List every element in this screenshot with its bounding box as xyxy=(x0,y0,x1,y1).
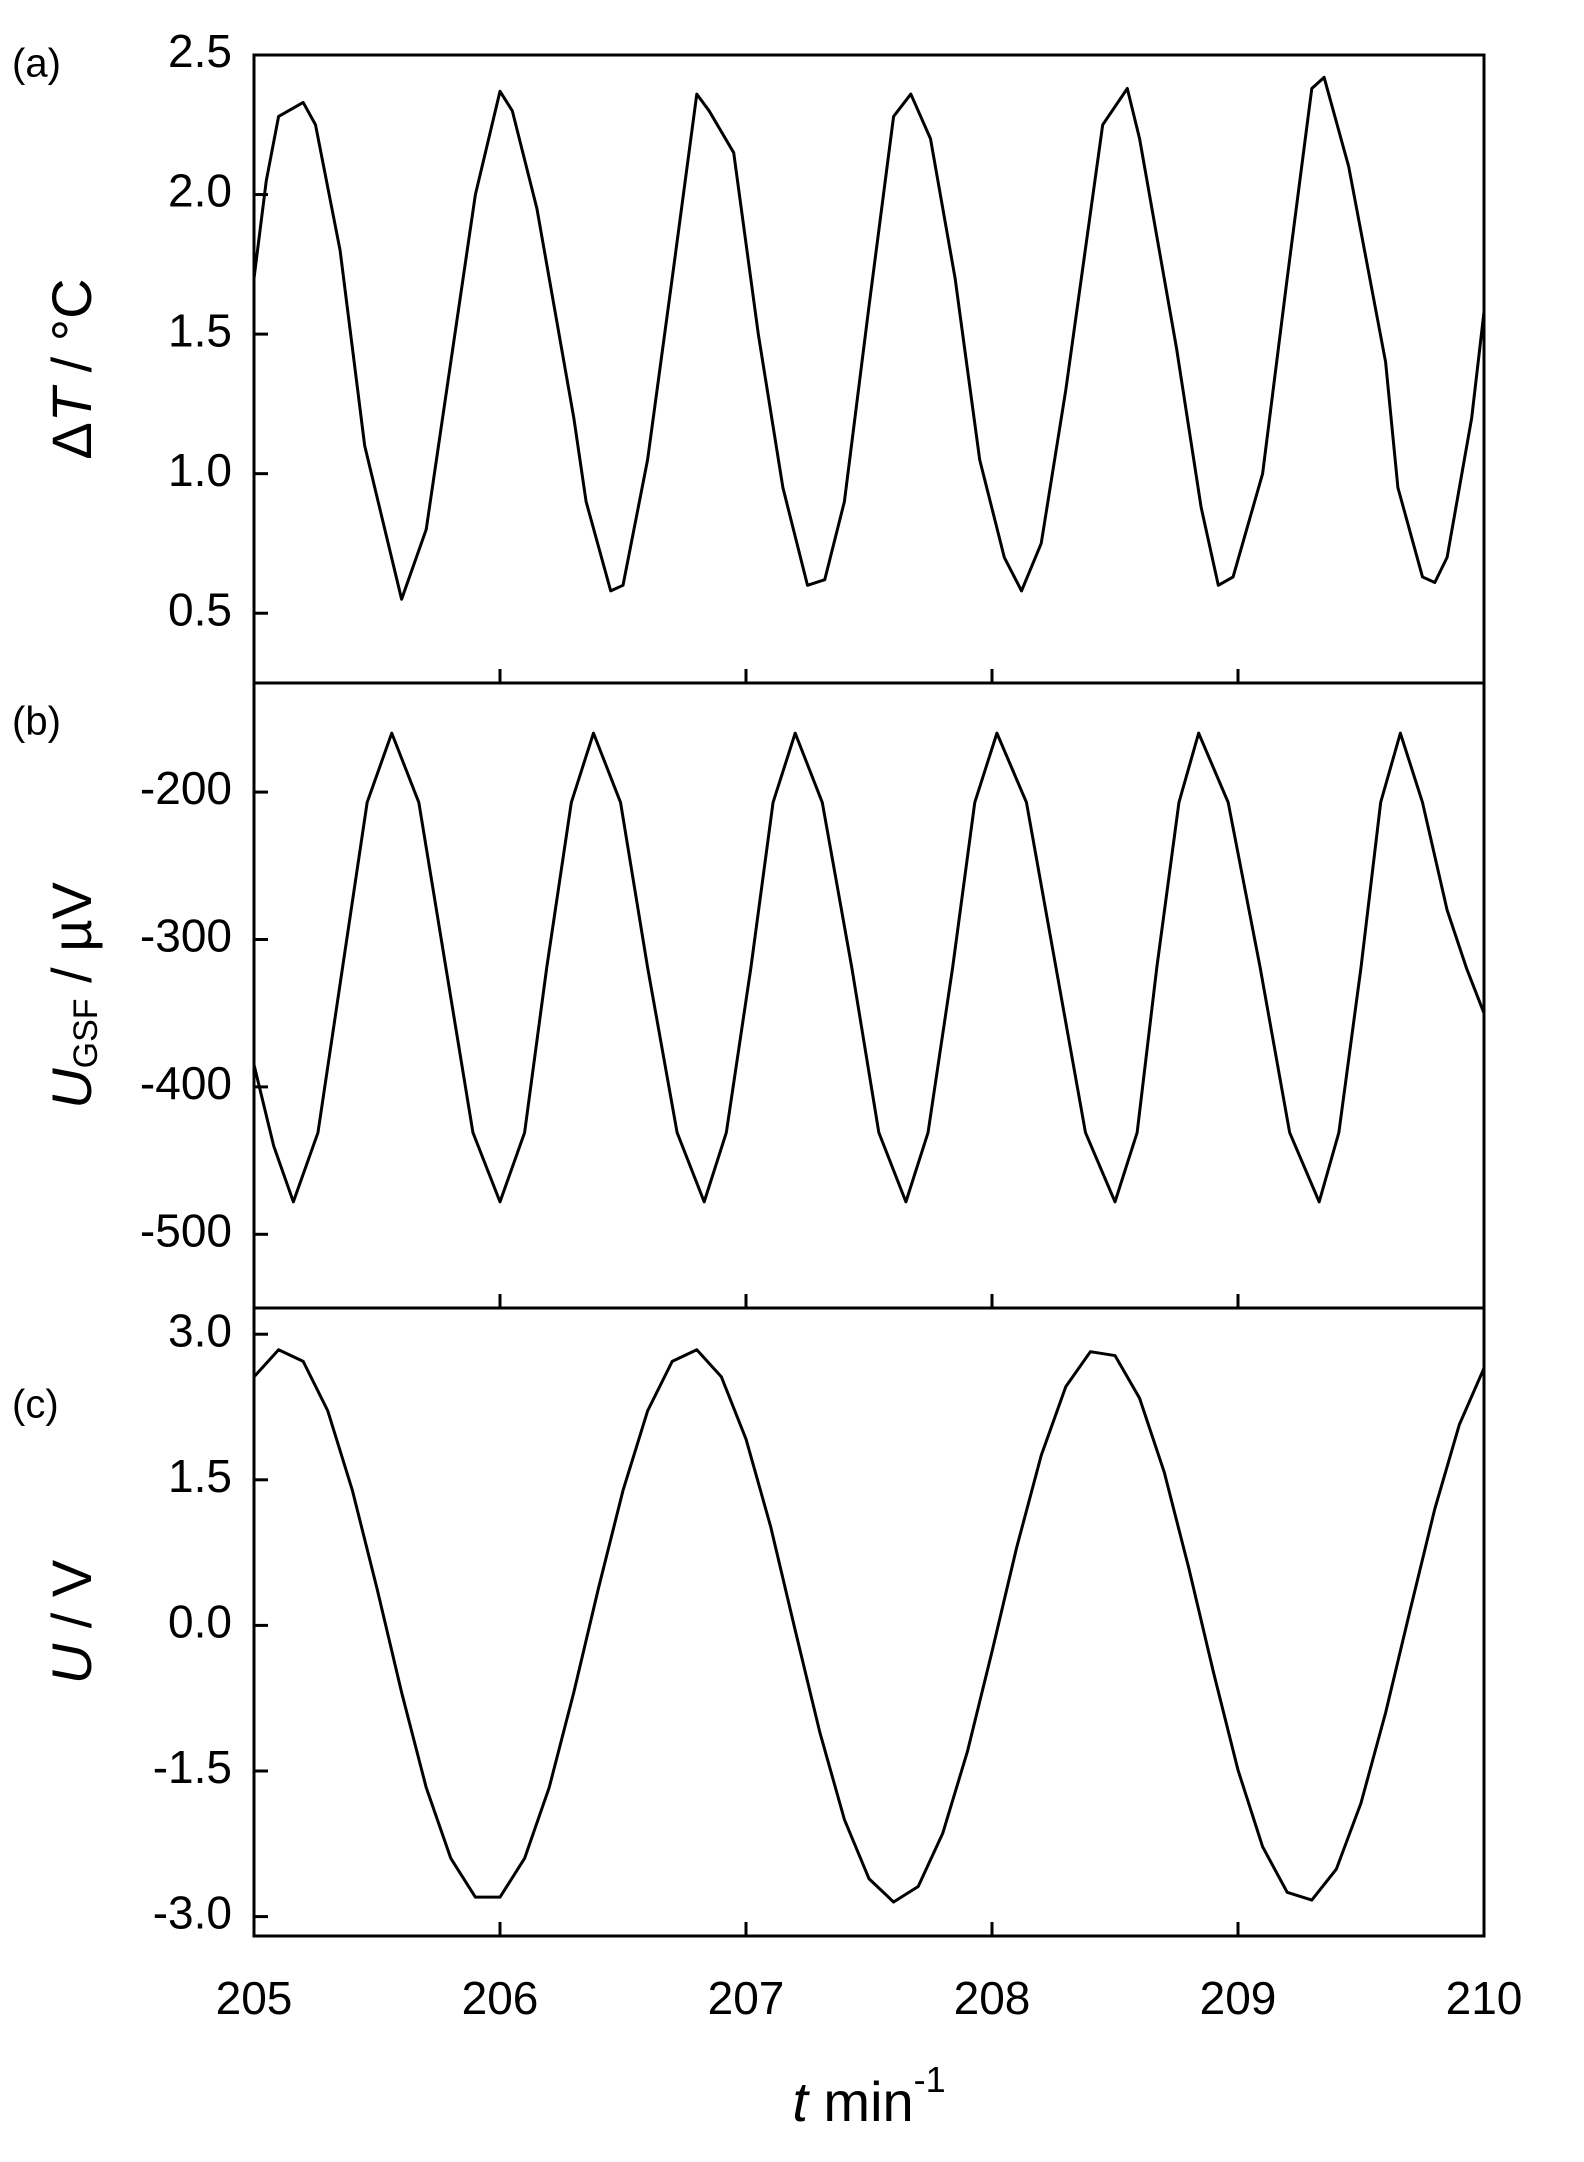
y-tick-label: 3.0 xyxy=(168,1304,232,1356)
x-tick-label: 207 xyxy=(708,1972,785,2024)
plot-frame xyxy=(252,53,1486,685)
x-axis-label-part: t xyxy=(792,2070,810,2133)
y-tick-label: 1.5 xyxy=(168,1450,232,1502)
x-axis-label: t min-1 xyxy=(792,2059,945,2133)
data-line xyxy=(252,731,1486,1204)
y-axis-label-part: / °C xyxy=(40,278,103,388)
x-tick-label: 209 xyxy=(1200,1972,1277,2024)
y-tick-label: 0.0 xyxy=(168,1596,232,1648)
panel-label: (b) xyxy=(12,700,61,744)
panel-label: (a) xyxy=(12,42,61,86)
y-tick-label: 2.5 xyxy=(168,25,232,77)
y-axis-label-part: Δ xyxy=(40,422,103,459)
x-tick-label: 210 xyxy=(1446,1972,1523,2024)
y-axis-label-part: / V xyxy=(40,1559,103,1644)
x-tick-label: 206 xyxy=(462,1972,539,2024)
y-tick-label: 2.0 xyxy=(168,165,232,217)
y-axis-label: U / V xyxy=(40,1559,103,1684)
y-axis-label-part: U xyxy=(40,1068,103,1109)
data-line xyxy=(252,75,1486,601)
y-axis-label-part: U xyxy=(40,1643,103,1684)
y-axis-label: UGSF / µV xyxy=(40,882,105,1109)
y-tick-label: 1.0 xyxy=(168,444,232,496)
x-tick-label: 208 xyxy=(954,1972,1031,2024)
x-tick-label: 205 xyxy=(216,1972,293,2024)
y-axis-label-part: T xyxy=(40,384,103,422)
y-tick-label: 1.5 xyxy=(168,304,232,356)
data-line xyxy=(252,1348,1486,1904)
y-axis-label: ΔT / °C xyxy=(40,278,103,459)
plot-frame xyxy=(252,1306,1486,1938)
y-tick-label: -500 xyxy=(140,1204,232,1256)
y-axis-label-part: GSF xyxy=(67,998,105,1068)
y-tick-label: -400 xyxy=(140,1057,232,1109)
x-axis-label-part: min xyxy=(808,2070,914,2133)
y-tick-label: -3.0 xyxy=(153,1887,232,1939)
x-axis-label-part: -1 xyxy=(914,2059,946,2100)
y-tick-label: -300 xyxy=(140,910,232,962)
y-tick-label: 0.5 xyxy=(168,583,232,635)
panel-label: (c) xyxy=(12,1383,59,1427)
plot-frame xyxy=(252,681,1486,1310)
y-axis-label-part: / µV xyxy=(40,882,103,999)
y-tick-label: -1.5 xyxy=(153,1741,232,1793)
y-tick-label: -200 xyxy=(140,762,232,814)
